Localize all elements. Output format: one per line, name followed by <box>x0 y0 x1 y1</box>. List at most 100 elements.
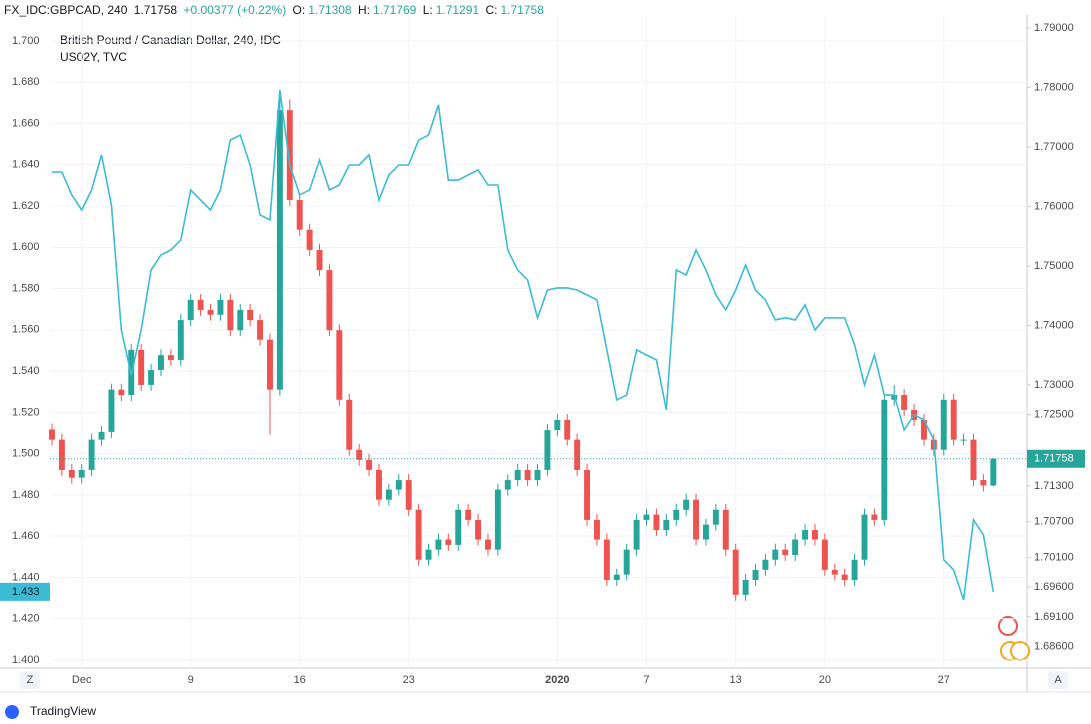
candle-body <box>118 389 125 396</box>
candle-body <box>336 330 343 400</box>
ohlc-value: 1.71769 <box>372 3 417 17</box>
x-tick-label: 13 <box>730 674 742 686</box>
event-icon[interactable] <box>998 616 1018 636</box>
candle-body <box>177 320 184 360</box>
candle-body <box>316 249 323 271</box>
candle-body <box>990 458 997 486</box>
candle-body <box>871 514 878 520</box>
x-tick-label: 20 <box>819 674 831 686</box>
y-tick-label: 1.560 <box>12 324 40 336</box>
y-tick-label: 1.540 <box>12 365 40 377</box>
y2-tick-label: 1.78000 <box>1034 81 1074 93</box>
y-tick-label: 1.600 <box>12 241 40 253</box>
candle-body <box>960 439 967 441</box>
candle-body <box>68 469 75 478</box>
candle-body <box>574 439 581 470</box>
candle-body <box>722 509 729 550</box>
candle-body <box>514 469 521 481</box>
candle-body <box>187 299 194 321</box>
plot: 1.700 1.680 1.660 1.640 1.620 1.600 1.580 1.560… <box>0 15 1085 686</box>
candle-body <box>683 499 690 510</box>
candle-body <box>950 399 957 440</box>
candle-body <box>237 309 244 331</box>
candle-body <box>663 519 670 531</box>
x-tick-label: 7 <box>643 674 649 686</box>
candle-body <box>494 489 501 550</box>
candle-body <box>148 370 155 385</box>
candle-body <box>296 199 303 230</box>
candle-body <box>465 509 472 520</box>
y-tick-label: 1.520 <box>12 406 40 418</box>
candle-body <box>58 439 65 470</box>
y2-tick-label: 1.71300 <box>1034 480 1074 492</box>
candle-body <box>326 270 333 331</box>
candle-body <box>782 549 789 556</box>
candle-body <box>920 420 927 440</box>
candle-body <box>197 299 204 310</box>
y-tick-label: 1.640 <box>12 159 40 171</box>
candle-body <box>901 395 908 410</box>
y2-tick-label: 1.68600 <box>1034 640 1074 652</box>
candle-body <box>167 355 174 360</box>
candle-body <box>88 439 95 470</box>
candle-body <box>247 309 254 321</box>
y2-tick-label: 1.72500 <box>1034 409 1074 421</box>
candle-body <box>207 309 214 315</box>
symbol: FX_IDC:GBPCAD, 240 <box>4 3 128 17</box>
candle-body <box>702 524 709 540</box>
event-icon[interactable] <box>1010 641 1030 661</box>
candle-body <box>425 549 432 560</box>
zoom-button-label[interactable]: Z <box>27 674 34 686</box>
candle-body <box>732 549 739 595</box>
candle-body <box>940 399 947 450</box>
candle-body <box>534 469 541 481</box>
candle-body <box>415 509 422 560</box>
candle-body <box>346 399 353 450</box>
candle-body <box>554 420 561 431</box>
candle-body <box>881 399 888 520</box>
candle-body <box>811 530 818 540</box>
y2-tick-label: 1.70100 <box>1034 551 1074 563</box>
auto-button[interactable] <box>1048 671 1068 689</box>
candle-body <box>286 110 293 200</box>
y-tick-label: 1.680 <box>12 76 40 88</box>
change: +0.00377 (+0.22%) <box>183 3 287 17</box>
candle-body <box>821 539 828 570</box>
candle-body <box>138 349 145 385</box>
x-tick-label: 2020 <box>545 674 569 686</box>
x-tick-label: 9 <box>188 674 194 686</box>
candle-body <box>108 389 115 432</box>
candle-body <box>742 579 749 595</box>
y-tick-label: 1.480 <box>12 489 40 501</box>
zoom-button[interactable] <box>20 671 40 689</box>
header: FX_IDC:GBPCAD, 240 1.71758 +0.00377 (+0.… <box>4 3 547 17</box>
candle-body <box>603 539 610 580</box>
candle-body <box>257 320 264 340</box>
ohlc-label: C: <box>485 3 498 17</box>
candle-body <box>544 430 551 470</box>
y-tick-label: 1.420 <box>12 613 40 625</box>
candle-body <box>484 539 491 550</box>
last-price: 1.71758 <box>133 3 178 17</box>
auto-button-label[interactable]: A <box>1054 674 1062 686</box>
ohlc-value: 1.71758 <box>500 3 544 17</box>
candle-body <box>673 509 680 520</box>
last-price-tag-label: 1.71758 <box>1034 453 1074 465</box>
candle-body <box>375 469 382 500</box>
y-tick-label: 1.500 <box>12 448 40 460</box>
candle-body <box>98 431 105 440</box>
candle-body <box>475 519 482 540</box>
footer-brand: TradingView <box>30 704 97 718</box>
y-tick-label: 1.460 <box>12 530 40 542</box>
y2-tick-label: 1.79000 <box>1034 22 1074 34</box>
candle-body <box>970 439 977 481</box>
line-series <box>51 89 995 601</box>
y-tick-label: 1.700 <box>12 35 40 47</box>
ohlc-label: H: <box>357 3 370 17</box>
candle-body <box>78 469 85 478</box>
last-value-tag <box>0 582 50 601</box>
candle-body <box>49 429 55 440</box>
candle-body <box>653 514 660 531</box>
